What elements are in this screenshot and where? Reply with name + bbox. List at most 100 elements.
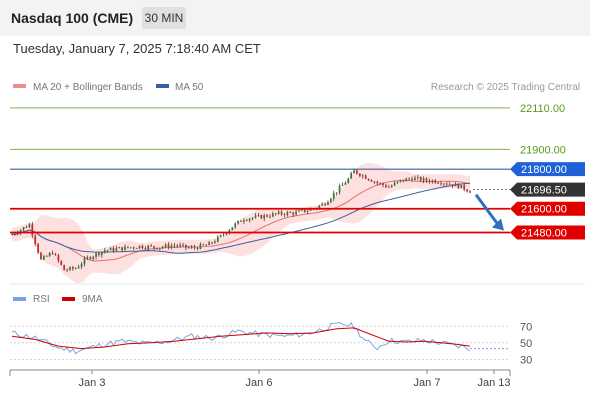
candle bbox=[274, 213, 277, 216]
candle bbox=[187, 245, 190, 249]
candle bbox=[272, 211, 274, 218]
candle-body bbox=[161, 246, 164, 248]
candle-body bbox=[445, 183, 448, 185]
candle bbox=[135, 247, 138, 249]
price-tag-support bbox=[510, 201, 585, 216]
price-tag-label-support: 21480.00 bbox=[521, 227, 567, 239]
candle bbox=[211, 241, 213, 245]
candle-body bbox=[34, 235, 37, 245]
candle-body bbox=[248, 218, 251, 221]
candle-body bbox=[222, 234, 225, 236]
candle-body bbox=[321, 203, 324, 206]
candle bbox=[460, 185, 463, 189]
candle-body bbox=[361, 175, 364, 177]
candle bbox=[77, 264, 80, 269]
candle-body bbox=[437, 182, 439, 184]
candle bbox=[112, 245, 115, 253]
chart-datetime: Tuesday, January 7, 2025 7:18:40 AM CET bbox=[13, 41, 261, 56]
candle bbox=[437, 181, 439, 184]
candle bbox=[34, 234, 37, 247]
legend-swatch-rsi-ma bbox=[62, 297, 75, 301]
candle-body bbox=[216, 236, 219, 242]
candle-body bbox=[179, 245, 181, 247]
candle bbox=[86, 255, 89, 261]
candle-body bbox=[92, 256, 95, 259]
candle-body bbox=[234, 223, 237, 228]
candle bbox=[361, 174, 364, 179]
candle bbox=[373, 180, 376, 185]
candle bbox=[463, 183, 466, 192]
candle bbox=[434, 179, 437, 184]
candle-body bbox=[451, 184, 454, 187]
candle bbox=[150, 244, 153, 247]
candle-body bbox=[14, 233, 16, 235]
candle bbox=[43, 254, 45, 261]
candle bbox=[390, 184, 393, 188]
candle bbox=[393, 180, 396, 187]
candle bbox=[254, 213, 257, 219]
candle bbox=[129, 247, 132, 249]
candle bbox=[431, 179, 434, 184]
candle-body bbox=[167, 244, 170, 248]
price-tag-label-support: 21600.00 bbox=[521, 204, 567, 216]
candle-body bbox=[193, 247, 196, 249]
timeframe-badge[interactable]: 30 MIN bbox=[142, 7, 186, 29]
candle-body bbox=[115, 248, 118, 251]
candle bbox=[422, 176, 425, 184]
candle-body bbox=[443, 183, 445, 185]
candle bbox=[127, 246, 129, 249]
candle-body bbox=[77, 266, 80, 269]
candle bbox=[216, 234, 219, 243]
candle-body bbox=[335, 192, 338, 194]
candle-body bbox=[138, 245, 141, 249]
candle-body bbox=[43, 256, 45, 260]
candle-body bbox=[141, 245, 144, 249]
candle bbox=[321, 202, 324, 206]
candle bbox=[170, 243, 173, 250]
candle-body bbox=[31, 224, 34, 236]
price-level-label: 21900.00 bbox=[520, 144, 566, 156]
price-tag-label-resistance: 21800.00 bbox=[521, 164, 567, 176]
candle-body bbox=[428, 180, 431, 182]
rsi-ma-line bbox=[11, 327, 471, 350]
candle-body bbox=[457, 183, 460, 189]
candle-body bbox=[54, 254, 57, 256]
candle bbox=[263, 213, 266, 222]
candle-body bbox=[274, 213, 277, 215]
legend-label-ma20: MA 20 + Bollinger Bands bbox=[33, 82, 143, 93]
candle-body bbox=[25, 227, 28, 228]
rsi-tick-label: 50 bbox=[520, 338, 532, 350]
candle bbox=[89, 256, 92, 260]
candle-body bbox=[298, 210, 300, 212]
candle-body bbox=[69, 267, 71, 270]
forecast-arrow-head bbox=[492, 218, 504, 231]
candle-body bbox=[199, 244, 202, 249]
candle-body bbox=[86, 257, 89, 259]
candle bbox=[115, 245, 118, 252]
candle-body bbox=[127, 246, 129, 248]
candle bbox=[382, 182, 384, 188]
candle bbox=[240, 219, 242, 222]
candle-body bbox=[463, 185, 466, 190]
candle-body bbox=[37, 244, 39, 253]
candle-body bbox=[40, 252, 42, 260]
candle bbox=[298, 209, 300, 212]
candle bbox=[95, 252, 97, 260]
candle-body bbox=[306, 210, 309, 212]
candle bbox=[74, 267, 77, 270]
candle-body bbox=[243, 220, 245, 222]
candle-body bbox=[66, 269, 68, 271]
candle bbox=[376, 180, 379, 186]
candle-body bbox=[57, 255, 60, 261]
candle bbox=[109, 247, 112, 251]
candle-body bbox=[327, 202, 329, 205]
x-axis-tick-label: Jan 13 bbox=[477, 377, 510, 389]
candle-body bbox=[332, 193, 335, 199]
candle-body bbox=[251, 217, 254, 219]
candle bbox=[156, 247, 158, 250]
candle-body bbox=[170, 245, 173, 248]
candle-body bbox=[440, 183, 442, 185]
candle bbox=[286, 210, 289, 217]
candle-body bbox=[51, 253, 54, 255]
candle bbox=[324, 202, 326, 207]
